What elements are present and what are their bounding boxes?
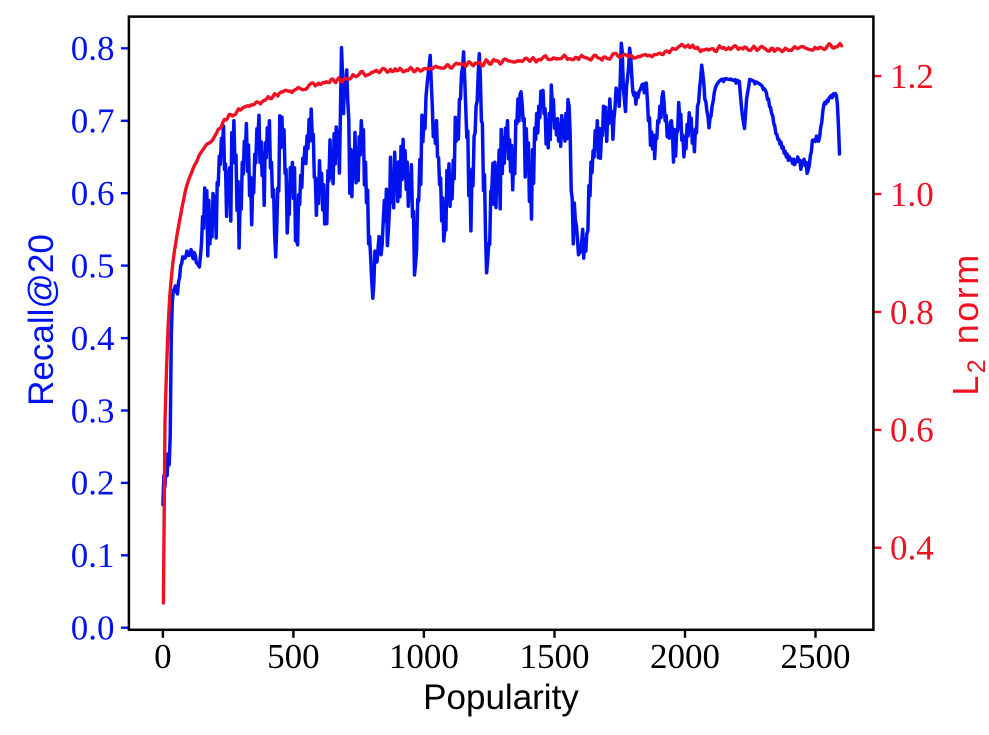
svg-text:0.4: 0.4 <box>890 529 934 568</box>
svg-text:0.8: 0.8 <box>71 29 115 68</box>
svg-text:500: 500 <box>267 637 320 676</box>
svg-text:0.1: 0.1 <box>71 536 115 575</box>
svg-text:0.4: 0.4 <box>71 319 115 358</box>
svg-text:0.6: 0.6 <box>71 174 115 213</box>
svg-text:0.6: 0.6 <box>890 411 934 450</box>
svg-text:0.3: 0.3 <box>71 391 115 430</box>
svg-text:2000: 2000 <box>650 637 720 676</box>
svg-text:Popularity: Popularity <box>423 678 579 717</box>
svg-text:1000: 1000 <box>389 637 459 676</box>
svg-text:0.7: 0.7 <box>71 102 115 141</box>
svg-text:0.2: 0.2 <box>71 464 115 503</box>
svg-text:0: 0 <box>154 637 172 676</box>
svg-text:0.8: 0.8 <box>890 293 934 332</box>
svg-text:2500: 2500 <box>781 637 851 676</box>
svg-text:0.0: 0.0 <box>71 609 115 648</box>
svg-text:Recall@20: Recall@20 <box>22 234 61 406</box>
svg-text:1500: 1500 <box>520 637 590 676</box>
svg-text:L2 norm: L2 norm <box>945 252 989 395</box>
svg-text:0.5: 0.5 <box>71 246 115 285</box>
svg-text:1.2: 1.2 <box>890 57 934 96</box>
svg-text:1.0: 1.0 <box>890 175 934 214</box>
